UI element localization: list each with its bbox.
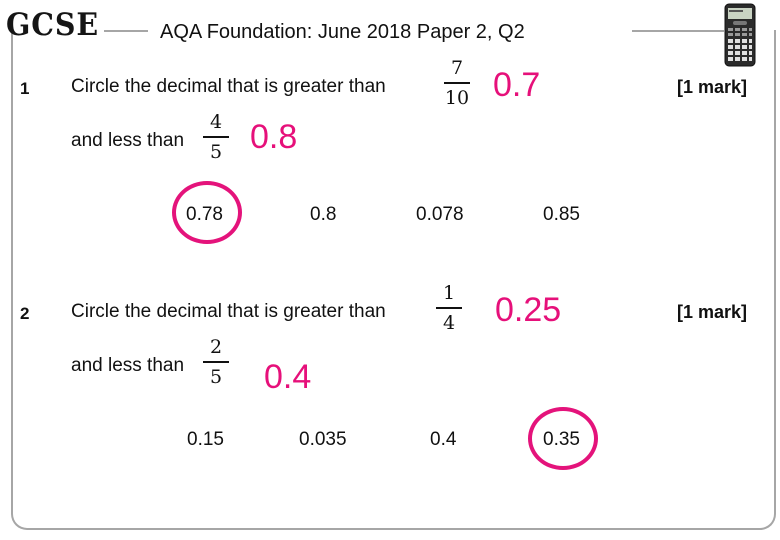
question-frame [11,30,776,530]
gcse-logo: GCSE [6,7,100,43]
question-2-text-continued: and less than [71,355,185,376]
question-1-answer-lower: 0.7 [493,66,541,104]
fraction-denominator: 4 [442,311,456,334]
question-1-text-continued: and less than [71,130,185,151]
calculator-icon [724,3,756,67]
answer-circle-question-2 [528,407,598,470]
question-2-fraction-upper: 2 5 [199,336,233,388]
question-1-option[interactable]: 0.85 [543,204,580,225]
question-2-fraction-lower: 1 4 [432,282,466,334]
fraction-bar [444,82,470,84]
question-2-answer-lower: 0.25 [495,291,562,329]
page-title: AQA Foundation: June 2018 Paper 2, Q2 [160,21,525,43]
fraction-denominator: 5 [209,140,223,163]
fraction-numerator: 1 [442,282,456,304]
question-1-answer-upper: 0.8 [250,118,298,156]
question-1-fraction-lower: 7 10 [440,57,474,109]
question-2-answer-upper: 0.4 [264,358,312,396]
fraction-bar [203,136,229,138]
question-2-text: Circle the decimal that is greater than [71,301,386,322]
question-1-text: Circle the decimal that is greater than [71,76,386,97]
answer-circle-question-1 [172,181,242,244]
question-2-option[interactable]: 0.035 [299,429,347,450]
fraction-bar [436,307,462,309]
question-1-marks: [1 mark] [677,77,748,97]
question-2-number: 2 [20,304,30,323]
fraction-denominator: 5 [209,365,223,388]
fraction-denominator: 10 [444,86,470,109]
question-2-option[interactable]: 0.4 [430,429,457,450]
question-1-option[interactable]: 0.078 [416,204,464,225]
header-rule-left [104,30,148,32]
question-2-option[interactable]: 0.15 [187,429,224,450]
question-1-number: 1 [20,79,30,98]
question-1-fraction-upper: 4 5 [199,111,233,163]
fraction-numerator: 4 [209,111,223,133]
fraction-numerator: 2 [209,336,223,358]
fraction-bar [203,361,229,363]
question-1-option[interactable]: 0.8 [310,204,337,225]
header-rule-right [632,30,724,32]
question-2-marks: [1 mark] [677,302,748,322]
fraction-numerator: 7 [450,57,464,79]
